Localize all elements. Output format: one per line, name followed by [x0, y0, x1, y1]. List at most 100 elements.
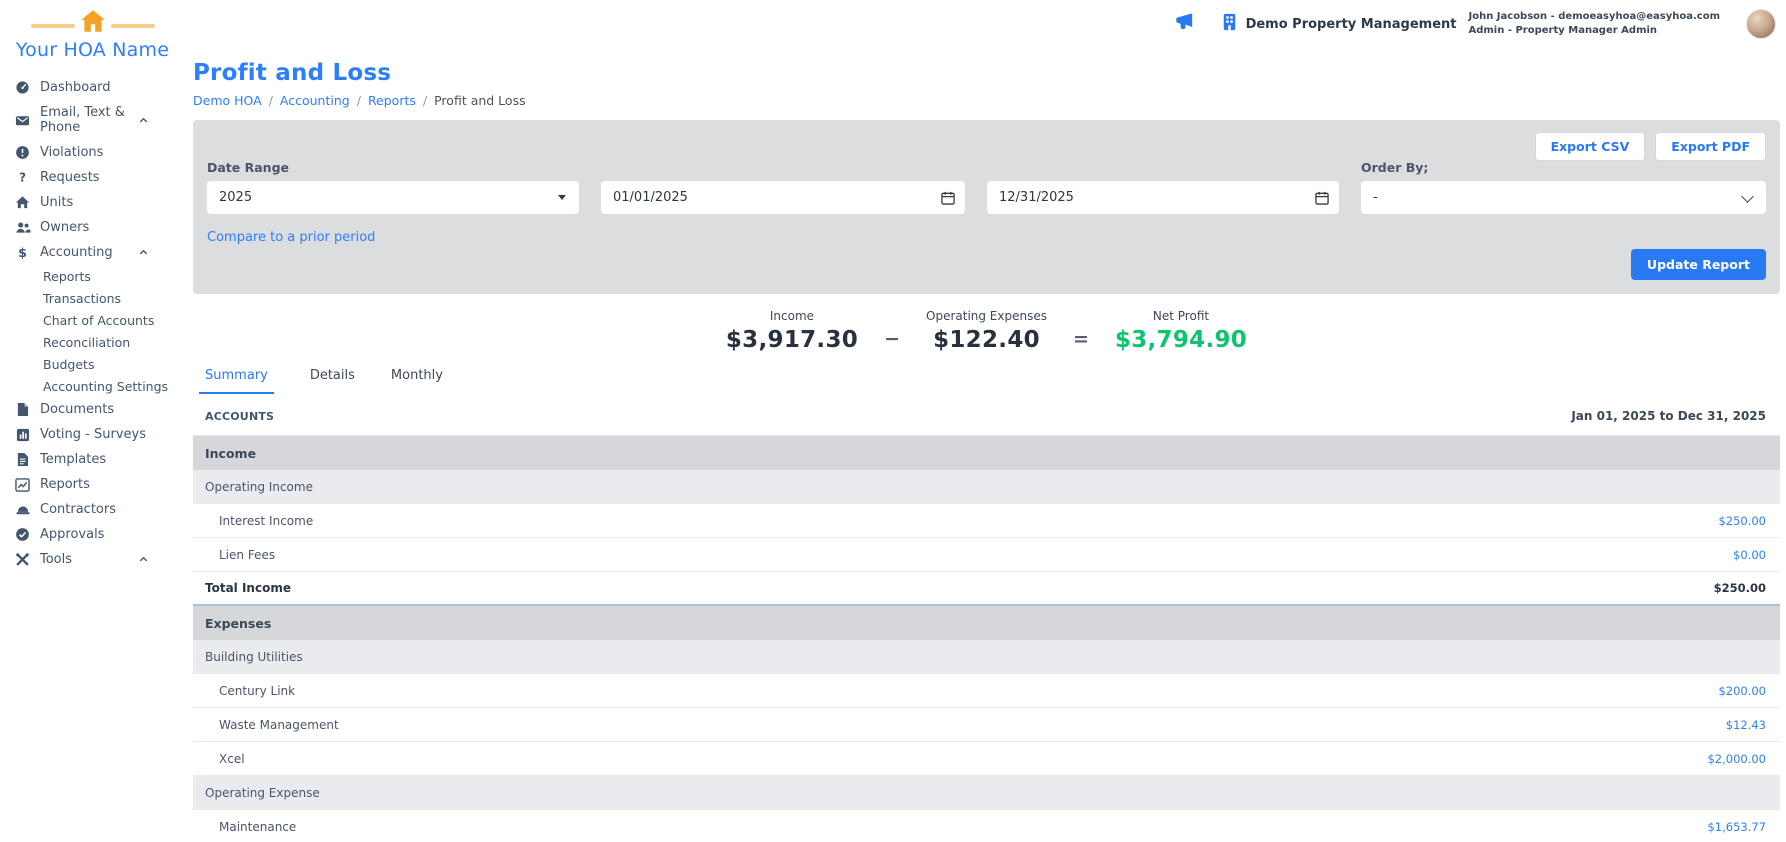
end-date-input[interactable] — [987, 181, 1339, 214]
accounts-column-header: ACCOUNTS — [205, 409, 275, 423]
export-pdf-button[interactable]: Export PDF — [1655, 132, 1766, 161]
net-profit-stat: Net Profit $3,794.90 — [1115, 309, 1247, 353]
sidebar-subitem-chart-of-accounts[interactable]: Chart of Accounts — [43, 312, 155, 328]
subsection-label: Building Utilities — [205, 650, 303, 664]
sidebar-item-documents[interactable]: Documents — [10, 397, 175, 422]
compare-prior-period-link[interactable]: Compare to a prior period — [207, 230, 376, 245]
sidebar-subitem-accounting-settings[interactable]: Accounting Settings — [43, 378, 169, 394]
sidebar-item-templates[interactable]: Templates — [10, 447, 175, 472]
account-amount-link[interactable]: $2,000.00 — [1707, 751, 1766, 766]
company-selector[interactable]: Demo Property Management — [1221, 13, 1456, 35]
start-date-wrapper — [601, 181, 965, 214]
order-by-select[interactable]: - — [1361, 181, 1766, 214]
export-csv-button[interactable]: Export CSV — [1534, 132, 1646, 161]
total-label: Total Income — [205, 581, 291, 595]
sidebar-item-voting-surveys[interactable]: Voting - Surveys — [10, 422, 175, 447]
account-row-interest-income: Interest Income $250.00 — [193, 504, 1780, 538]
chevron-up-icon[interactable] — [138, 247, 149, 258]
sidebar-item-label: Email, Text & Phone — [40, 105, 125, 135]
account-amount-link[interactable]: $250.00 — [1718, 513, 1766, 528]
section-row-expenses: Expenses — [193, 606, 1780, 640]
brand-logo-art — [6, 8, 179, 38]
section-label: Expenses — [205, 615, 272, 631]
sidebar-item-units[interactable]: Units — [10, 190, 175, 215]
svg-text:?: ? — [19, 171, 26, 185]
sidebar-item-tools[interactable]: Tools — [10, 547, 175, 572]
question-icon: ? — [14, 170, 31, 185]
operating-expenses-value: $122.40 — [933, 327, 1040, 353]
year-select[interactable]: 2025 — [207, 181, 579, 214]
user-info: John Jacobson - demoeasyhoa@easyhoa.com … — [1468, 10, 1720, 39]
breadcrumb-demo-hoa[interactable]: Demo HOA — [193, 93, 262, 108]
sidebar-item-contractors[interactable]: Contractors — [10, 497, 175, 522]
breadcrumb-reports[interactable]: Reports — [367, 93, 416, 108]
breadcrumb-separator: / — [268, 93, 273, 108]
sidebar-item-violations[interactable]: Violations — [10, 140, 175, 165]
chevron-up-icon[interactable] — [138, 115, 149, 126]
sidebar-accounting-submenu: Reports Transactions Chart of Accounts R… — [10, 265, 175, 397]
breadcrumb-separator: / — [422, 93, 428, 108]
brand-logo[interactable]: Your HOA Name — [0, 8, 185, 61]
account-amount-link[interactable]: $0.00 — [1733, 547, 1766, 562]
sidebar-item-requests[interactable]: ? Requests — [10, 165, 175, 190]
section-label: Income — [205, 445, 257, 461]
sidebar-item-label: Units — [40, 195, 74, 210]
update-report-button[interactable]: Update Report — [1630, 249, 1766, 280]
account-label: Interest Income — [219, 513, 314, 528]
account-row-maintenance: Maintenance $1,653.77 — [193, 810, 1780, 842]
account-amount-link[interactable]: $1,653.77 — [1707, 819, 1766, 834]
minus-operator: − — [884, 328, 900, 350]
account-label: Century Link — [219, 683, 296, 698]
user-email: John Jacobson - demoeasyhoa@easyhoa.com — [1468, 10, 1720, 22]
sidebar-subitem-transactions[interactable]: Transactions — [43, 290, 122, 306]
page-content: Profit and Loss Demo HOA / Accounting / … — [185, 48, 1786, 842]
sidebar-item-owners[interactable]: Owners — [10, 215, 175, 240]
chart-line-icon — [14, 477, 31, 492]
sidebar-item-accounting[interactable]: $ Accounting — [10, 240, 175, 265]
total-row-income: Total Income $250.00 — [193, 572, 1780, 606]
sidebar-item-approvals[interactable]: Approvals — [10, 522, 175, 547]
chevron-up-icon[interactable] — [138, 554, 149, 565]
hard-hat-icon — [14, 503, 31, 517]
sidebar-item-email-text-phone[interactable]: Email, Text & Phone — [10, 100, 175, 140]
users-icon — [14, 220, 31, 235]
section-row-income: Income — [193, 436, 1780, 470]
income-stat: Income $3,917.30 — [726, 309, 858, 353]
sidebar-subitem-budgets[interactable]: Budgets — [43, 356, 95, 372]
order-by-select-wrapper: - — [1361, 181, 1766, 214]
sidebar-item-label: Dashboard — [40, 80, 111, 95]
operating-expenses-stat: Operating Expenses $122.40 — [926, 309, 1047, 353]
account-amount-link[interactable]: $200.00 — [1718, 683, 1766, 698]
breadcrumb-accounting[interactable]: Accounting — [279, 93, 350, 108]
operating-expenses-label: Operating Expenses — [926, 309, 1047, 323]
dollar-icon: $ — [14, 245, 31, 260]
tab-summary[interactable]: Summary — [199, 368, 274, 394]
sidebar-item-label: Documents — [40, 402, 115, 417]
start-date-input[interactable] — [601, 181, 965, 214]
megaphone-icon[interactable] — [1173, 12, 1195, 36]
top-header: Demo Property Management John Jacobson -… — [185, 0, 1786, 48]
filter-controls-row: 2025 — [207, 181, 1766, 214]
sidebar-item-dashboard[interactable]: Dashboard — [10, 75, 175, 100]
sidebar-item-label: Templates — [40, 452, 107, 467]
sidebar-item-label: Approvals — [40, 527, 105, 542]
avatar[interactable] — [1746, 9, 1776, 39]
income-value: $3,917.30 — [725, 327, 859, 353]
tab-monthly[interactable]: Monthly — [390, 368, 443, 383]
report-period-label: Jan 01, 2025 to Dec 31, 2025 — [1571, 409, 1766, 423]
sidebar-item-label: Owners — [40, 220, 90, 235]
sidebar-item-reports[interactable]: Reports — [10, 472, 175, 497]
equals-operator: = — [1072, 328, 1089, 350]
sidebar: Your HOA Name Dashboard Email, Text & Ph… — [0, 0, 185, 842]
summary-totals: Income $3,917.30 − Operating Expenses $1… — [193, 294, 1780, 362]
export-buttons: Export CSV Export PDF — [1534, 132, 1766, 161]
sidebar-item-label: Voting - Surveys — [40, 427, 146, 442]
date-range-label: Date Range — [207, 160, 290, 175]
sidebar-item-label: Violations — [40, 145, 104, 160]
account-amount-link[interactable]: $12.43 — [1725, 717, 1766, 732]
subsection-row-operating-income: Operating Income — [193, 470, 1780, 504]
sidebar-subitem-reconciliation[interactable]: Reconciliation — [43, 334, 131, 350]
exclamation-circle-icon — [14, 145, 31, 160]
sidebar-subitem-reports[interactable]: Reports — [43, 268, 91, 284]
tab-details[interactable]: Details — [309, 368, 355, 383]
